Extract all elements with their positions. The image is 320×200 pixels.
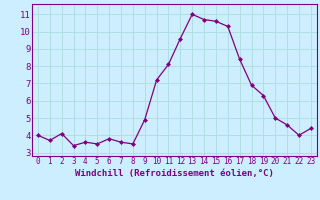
X-axis label: Windchill (Refroidissement éolien,°C): Windchill (Refroidissement éolien,°C)	[75, 169, 274, 178]
